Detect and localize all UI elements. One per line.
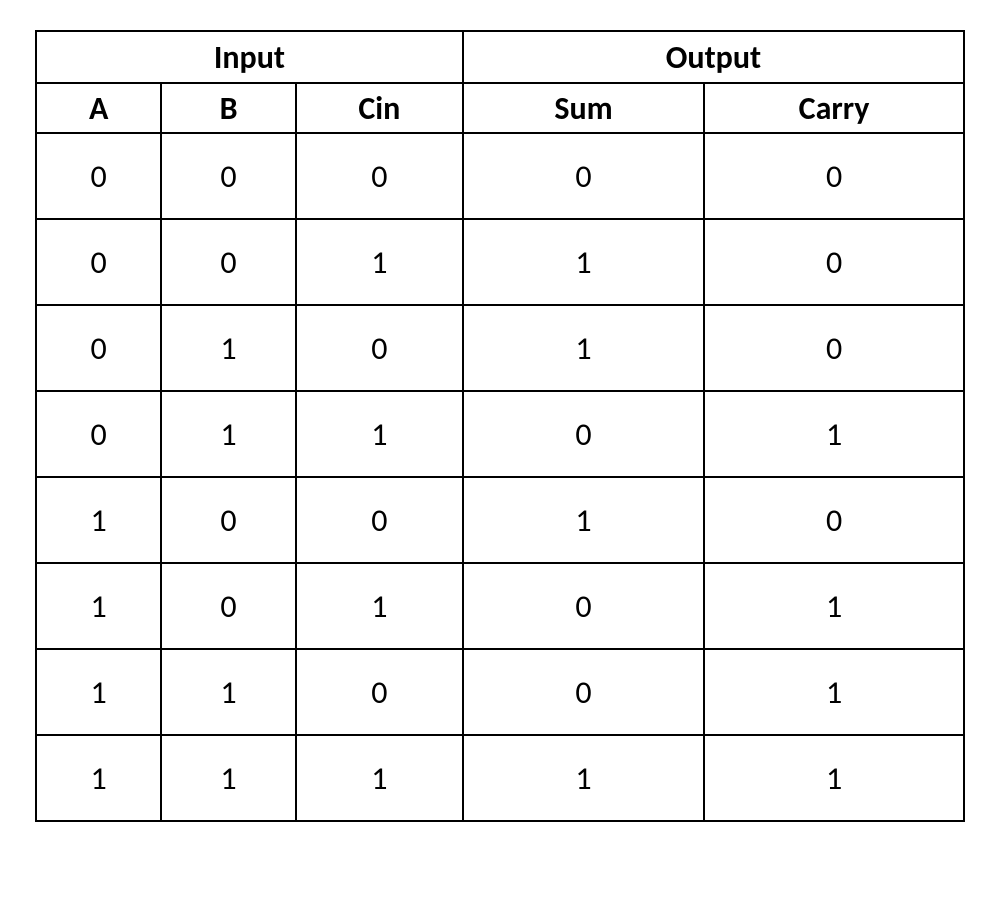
- cell-a: 0: [36, 305, 161, 391]
- table-row: 0 0 1 1 0: [36, 219, 964, 305]
- cell-cin: 1: [296, 391, 463, 477]
- col-header-a: A: [36, 83, 161, 133]
- cell-b: 0: [161, 219, 296, 305]
- table-row: 1 0 1 0 1: [36, 563, 964, 649]
- table-row: 1 0 0 1 0: [36, 477, 964, 563]
- table-row: 0 1 1 0 1: [36, 391, 964, 477]
- table-row: 1 1 0 0 1: [36, 649, 964, 735]
- cell-sum: 1: [463, 219, 704, 305]
- table-row: 0 0 0 0 0: [36, 133, 964, 219]
- cell-a: 0: [36, 133, 161, 219]
- cell-a: 1: [36, 477, 161, 563]
- cell-a: 1: [36, 649, 161, 735]
- cell-sum: 1: [463, 477, 704, 563]
- table-row: 1 1 1 1 1: [36, 735, 964, 821]
- cell-cin: 0: [296, 133, 463, 219]
- cell-sum: 1: [463, 735, 704, 821]
- cell-cin: 1: [296, 563, 463, 649]
- cell-carry: 1: [704, 563, 964, 649]
- cell-carry: 0: [704, 133, 964, 219]
- group-header-row: Input Output: [36, 31, 964, 83]
- cell-a: 1: [36, 563, 161, 649]
- cell-carry: 0: [704, 305, 964, 391]
- cell-b: 1: [161, 391, 296, 477]
- cell-b: 0: [161, 563, 296, 649]
- cell-carry: 0: [704, 477, 964, 563]
- input-group-header: Input: [36, 31, 463, 83]
- cell-carry: 1: [704, 391, 964, 477]
- cell-b: 0: [161, 133, 296, 219]
- cell-cin: 0: [296, 477, 463, 563]
- cell-sum: 0: [463, 649, 704, 735]
- cell-carry: 1: [704, 649, 964, 735]
- cell-cin: 0: [296, 649, 463, 735]
- cell-sum: 0: [463, 563, 704, 649]
- cell-a: 1: [36, 735, 161, 821]
- column-header-row: A B Cin Sum Carry: [36, 83, 964, 133]
- cell-b: 1: [161, 735, 296, 821]
- col-header-carry: Carry: [704, 83, 964, 133]
- cell-sum: 0: [463, 391, 704, 477]
- cell-a: 0: [36, 219, 161, 305]
- cell-b: 1: [161, 305, 296, 391]
- col-header-cin: Cin: [296, 83, 463, 133]
- col-header-b: B: [161, 83, 296, 133]
- cell-b: 0: [161, 477, 296, 563]
- cell-a: 0: [36, 391, 161, 477]
- cell-sum: 0: [463, 133, 704, 219]
- cell-carry: 1: [704, 735, 964, 821]
- cell-sum: 1: [463, 305, 704, 391]
- truth-table-container: Input Output A B Cin Sum Carry 0 0 0 0 0…: [35, 30, 965, 822]
- table-row: 0 1 0 1 0: [36, 305, 964, 391]
- cell-b: 1: [161, 649, 296, 735]
- truth-table: Input Output A B Cin Sum Carry 0 0 0 0 0…: [35, 30, 965, 822]
- cell-carry: 0: [704, 219, 964, 305]
- col-header-sum: Sum: [463, 83, 704, 133]
- output-group-header: Output: [463, 31, 964, 83]
- cell-cin: 0: [296, 305, 463, 391]
- cell-cin: 1: [296, 219, 463, 305]
- cell-cin: 1: [296, 735, 463, 821]
